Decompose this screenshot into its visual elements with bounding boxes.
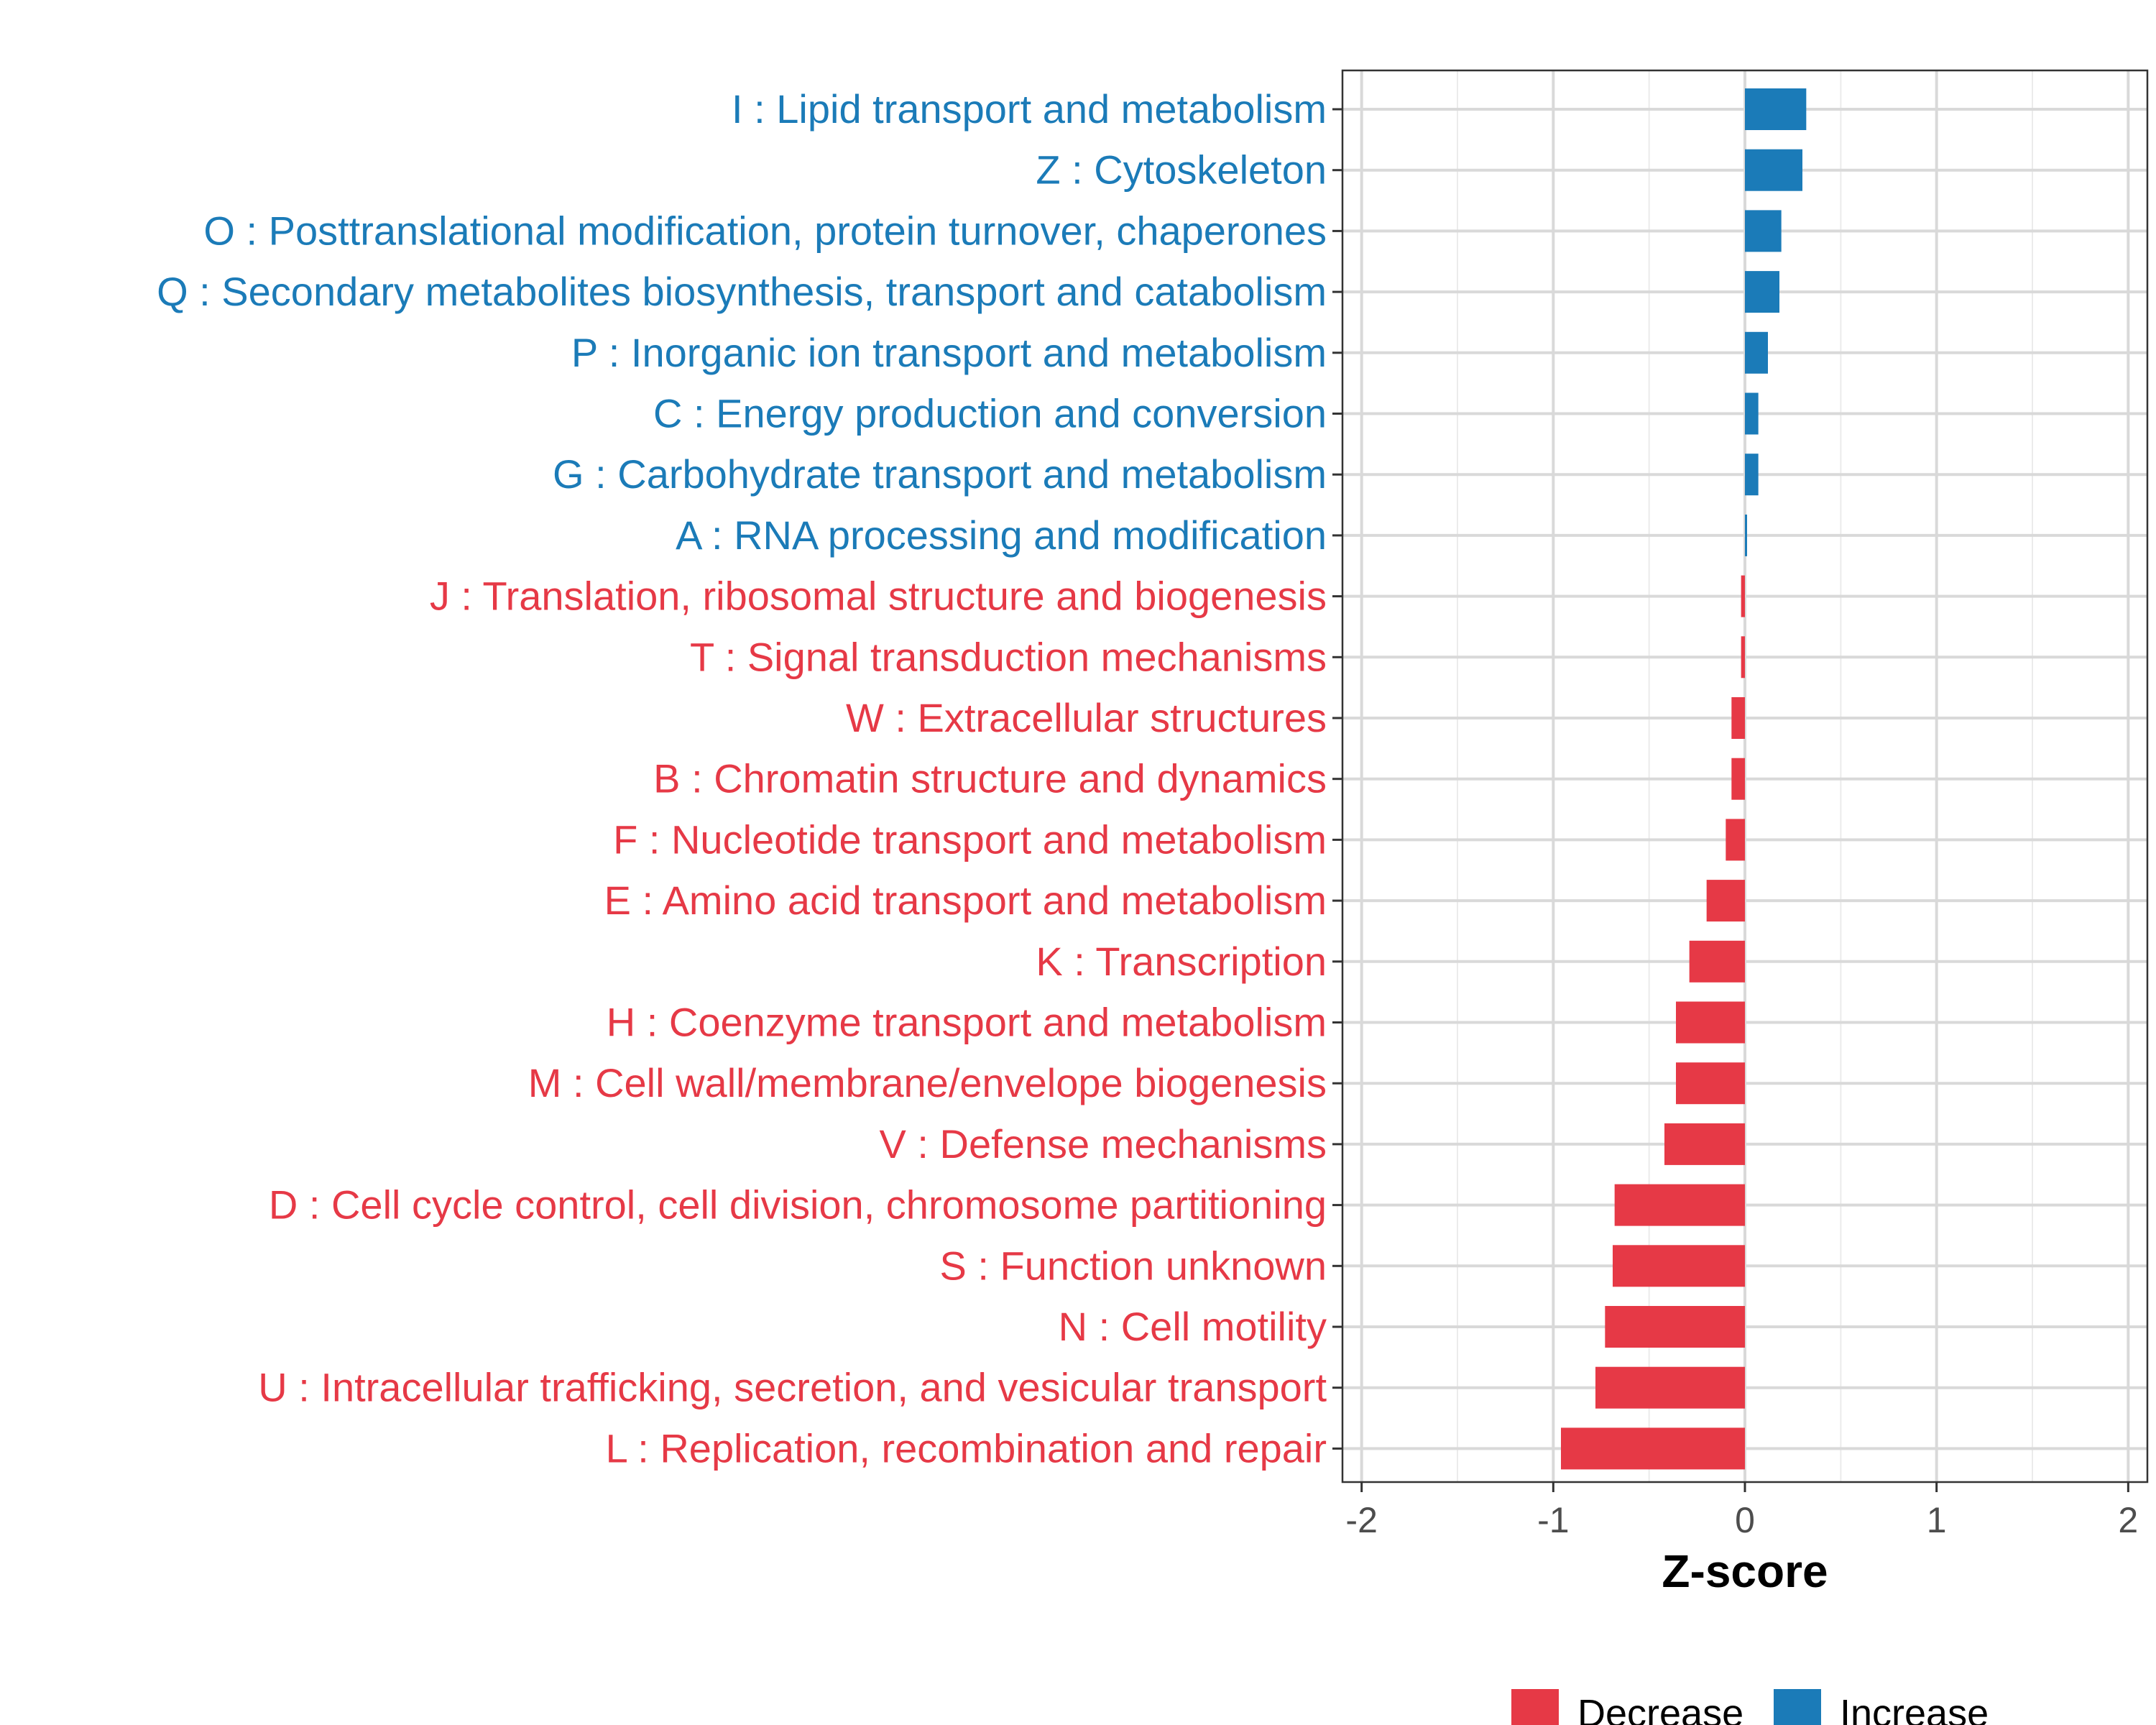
category-label: U : Intracellular trafficking, secretion…	[258, 1365, 1327, 1410]
bars	[1561, 88, 1807, 1470]
category-label: O : Posttranslational modification, prot…	[203, 208, 1327, 253]
category-label: G : Carbohydrate transport and metabolis…	[553, 451, 1327, 497]
bar	[1745, 454, 1759, 496]
bar	[1745, 392, 1759, 435]
category-label: V : Defense mechanisms	[880, 1121, 1327, 1167]
bar	[1664, 1123, 1745, 1165]
bar	[1689, 940, 1745, 983]
category-label: E : Amino acid transport and metabolism	[604, 878, 1327, 923]
bar	[1741, 575, 1745, 617]
category-label: W : Extracellular structures	[846, 695, 1327, 740]
category-label: B : Chromatin structure and dynamics	[653, 756, 1327, 801]
category-label: J : Translation, ribosomal structure and…	[430, 574, 1327, 619]
legend: Decrease Increase	[1511, 1689, 1989, 1725]
category-label: L : Replication, recombination and repai…	[606, 1425, 1327, 1471]
y-axis: I : Lipid transport and metabolism Z : Cy…	[157, 86, 1342, 1471]
category-label: H : Coenzyme transport and metabolism	[607, 1000, 1327, 1045]
category-label: F : Nucleotide transport and metabolism	[613, 816, 1327, 862]
category-label: D : Cell cycle control, cell division, c…	[269, 1182, 1327, 1228]
category-label: Q : Secondary metabolites biosynthesis, …	[157, 269, 1327, 314]
bar	[1676, 1001, 1745, 1044]
bar	[1595, 1366, 1745, 1409]
legend-decrease-swatch	[1511, 1689, 1559, 1725]
category-label: Z : Cytoskeleton	[1036, 147, 1327, 193]
bar	[1561, 1427, 1745, 1470]
bar	[1605, 1306, 1745, 1348]
bar	[1726, 819, 1745, 861]
category-label: M : Cell wall/membrane/envelope biogenes…	[528, 1060, 1327, 1105]
category-label: I : Lipid transport and metabolism	[732, 86, 1327, 132]
x-tick-label: -2	[1345, 1500, 1377, 1540]
category-label: N : Cell motility	[1059, 1304, 1327, 1349]
category-label: T : Signal transduction mechanisms	[690, 634, 1327, 679]
bar	[1614, 1184, 1745, 1226]
category-label: K : Transcription	[1036, 939, 1327, 984]
bar	[1731, 697, 1745, 739]
category-label: A : RNA processing and modification	[676, 512, 1327, 558]
bar	[1745, 271, 1779, 313]
x-tick-label: 1	[1927, 1500, 1947, 1540]
x-axis: -2 -1 0 1 2	[1345, 1482, 2138, 1540]
legend-increase-swatch	[1774, 1689, 1821, 1725]
bar	[1706, 880, 1745, 922]
x-tick-label: 0	[1735, 1500, 1755, 1540]
bar	[1741, 636, 1745, 678]
category-label: P : Inorganic ion transport and metaboli…	[571, 330, 1327, 375]
x-tick-label: 2	[2118, 1500, 2138, 1540]
bar	[1676, 1062, 1745, 1105]
legend-decrease-label: Decrease	[1577, 1692, 1743, 1725]
x-tick-label: -1	[1537, 1500, 1569, 1540]
bar	[1745, 514, 1747, 556]
bar	[1745, 149, 1802, 191]
bar	[1613, 1245, 1745, 1287]
bar	[1745, 331, 1768, 374]
bar	[1731, 758, 1745, 800]
category-label: C : Energy production and conversion	[653, 391, 1327, 436]
bar	[1745, 88, 1807, 130]
bar	[1745, 210, 1782, 252]
x-axis-title: Z-score	[1662, 1545, 1828, 1597]
legend-increase-label: Increase	[1840, 1692, 1989, 1725]
category-label: S : Function unknown	[939, 1243, 1327, 1288]
